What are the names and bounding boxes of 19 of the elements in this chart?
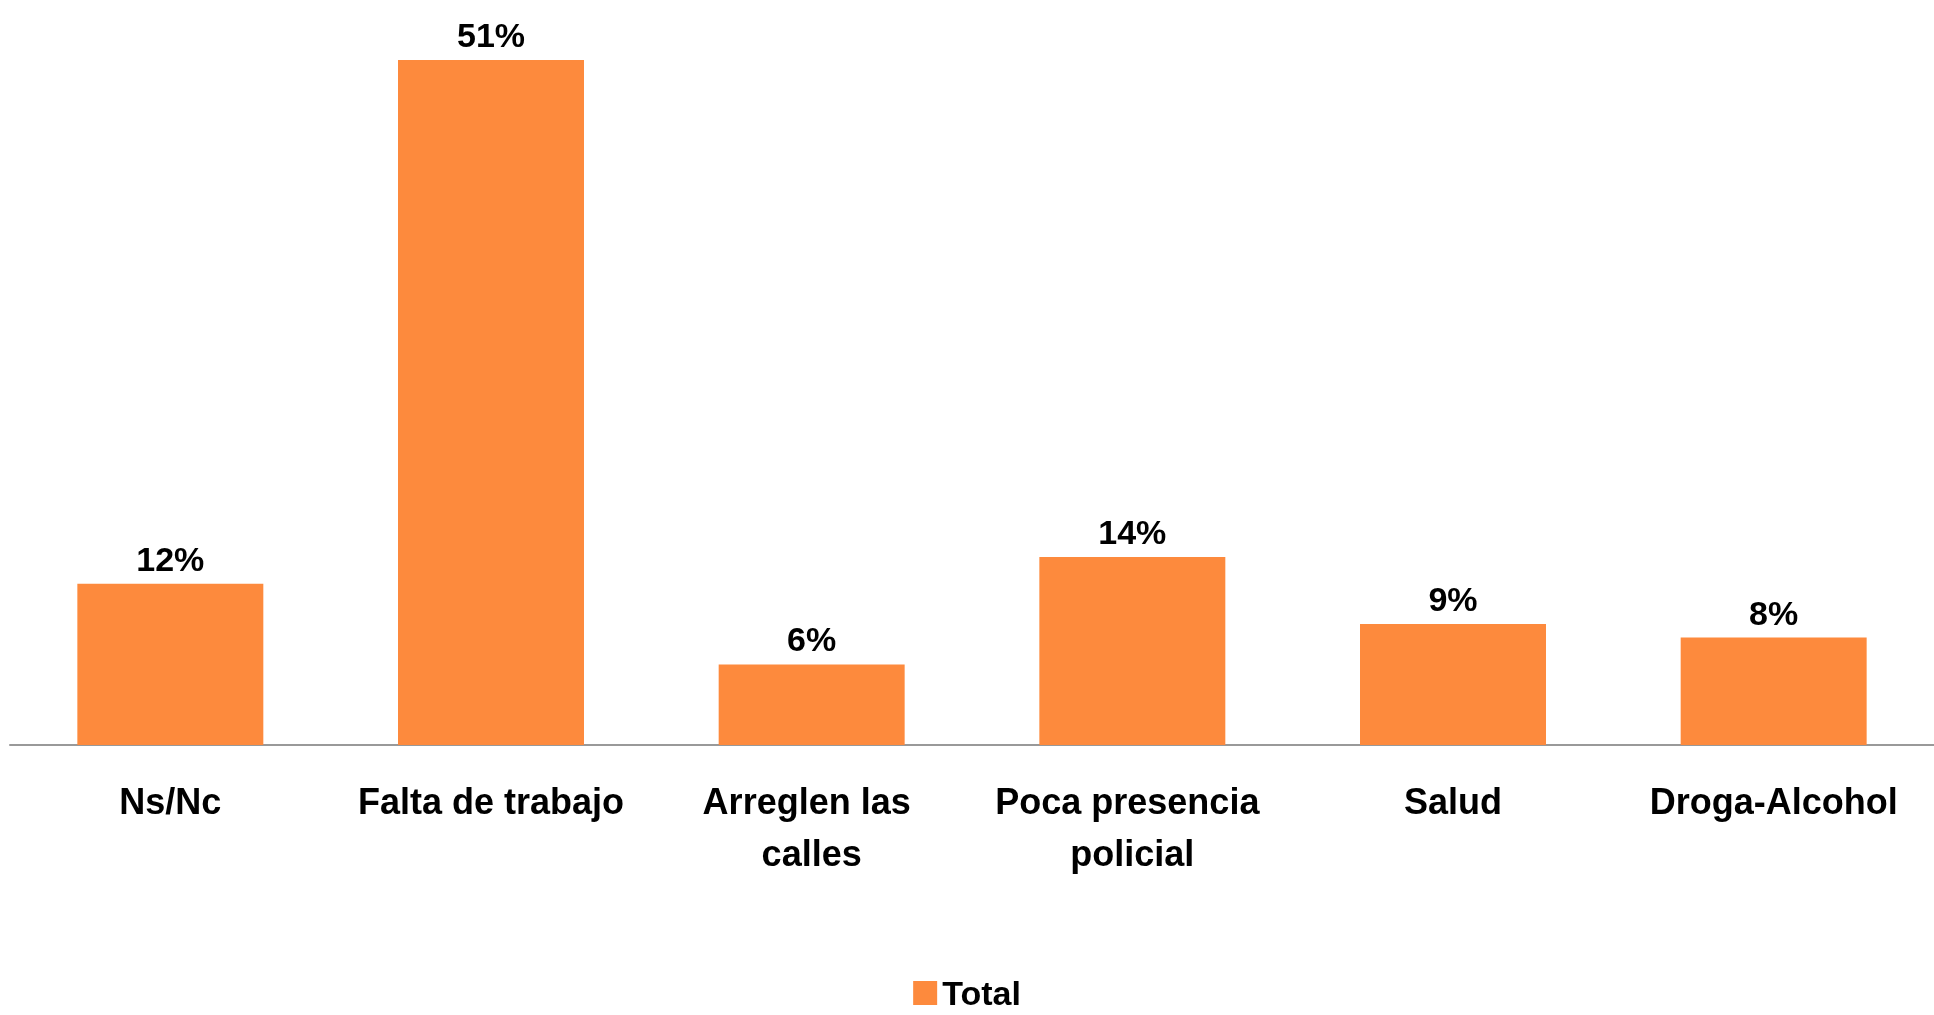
x-tick-label: Salud [1403, 780, 1503, 822]
data-label: 12% [136, 539, 205, 578]
legend-label: Total [942, 974, 1021, 1012]
bar [718, 664, 905, 745]
bar [1680, 637, 1867, 745]
bar [398, 60, 584, 745]
x-tick-label: Falta de trabajo [357, 780, 625, 822]
x-tick-label: Ns/Nc [119, 780, 222, 822]
x-tick-label: Droga-Alcohol [1649, 780, 1898, 822]
data-label: 6% [787, 620, 837, 659]
data-label: 51% [456, 16, 526, 54]
bar [1360, 624, 1546, 745]
data-label: 9% [1428, 580, 1478, 619]
data-label: 14% [1098, 512, 1167, 551]
bar [77, 583, 264, 745]
x-tick-label: Arreglen las calles [702, 780, 921, 874]
bar [1039, 556, 1226, 745]
x-tick-label: Poca presencia policial [995, 780, 1270, 874]
data-label: 8% [1749, 593, 1799, 632]
